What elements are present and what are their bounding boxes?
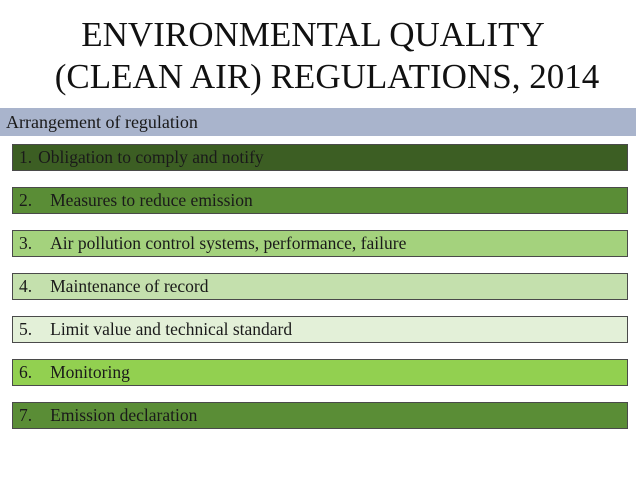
item-number: 3. bbox=[19, 233, 33, 253]
slide-title: ENVIRONMENTAL QUALITY (CLEAN AIR) REGULA… bbox=[0, 14, 638, 98]
item-text: Emission declaration bbox=[50, 405, 198, 425]
item-number: 4. bbox=[19, 276, 33, 296]
list-item-7: 7. Emission declaration bbox=[12, 402, 628, 429]
item-number: 1. bbox=[19, 147, 33, 167]
section-subheading: Arrangement of regulation bbox=[0, 108, 636, 136]
item-text: Monitoring bbox=[50, 362, 130, 382]
item-number: 2. bbox=[19, 190, 33, 210]
list-item-3: 3. Air pollution control systems, perform… bbox=[12, 230, 628, 257]
item-text: Maintenance of record bbox=[50, 276, 209, 296]
regulation-list: 1. Obligation to comply and notify 2. Meas… bbox=[12, 144, 628, 445]
list-item-4: 4. Maintenance of record bbox=[12, 273, 628, 300]
item-text: Measures to reduce emission bbox=[50, 190, 253, 210]
item-number: 5. bbox=[19, 319, 33, 339]
item-number: 6. bbox=[19, 362, 33, 382]
list-item-6: 6. Monitoring bbox=[12, 359, 628, 386]
slide-title-line-2: (CLEAN AIR) REGULATIONS, 2014 bbox=[54, 57, 600, 96]
list-item-2: 2. Measures to reduce emission bbox=[12, 187, 628, 214]
item-text: Limit value and technical standard bbox=[50, 319, 293, 339]
item-number: 7. bbox=[19, 405, 33, 425]
item-text: Obligation to comply and notify bbox=[38, 147, 264, 167]
item-text: Air pollution control systems, performan… bbox=[50, 233, 407, 253]
slide-title-line-1: ENVIRONMENTAL QUALITY bbox=[81, 15, 545, 54]
list-item-1: 1. Obligation to comply and notify bbox=[12, 144, 628, 171]
list-item-5: 5. Limit value and technical standard bbox=[12, 316, 628, 343]
